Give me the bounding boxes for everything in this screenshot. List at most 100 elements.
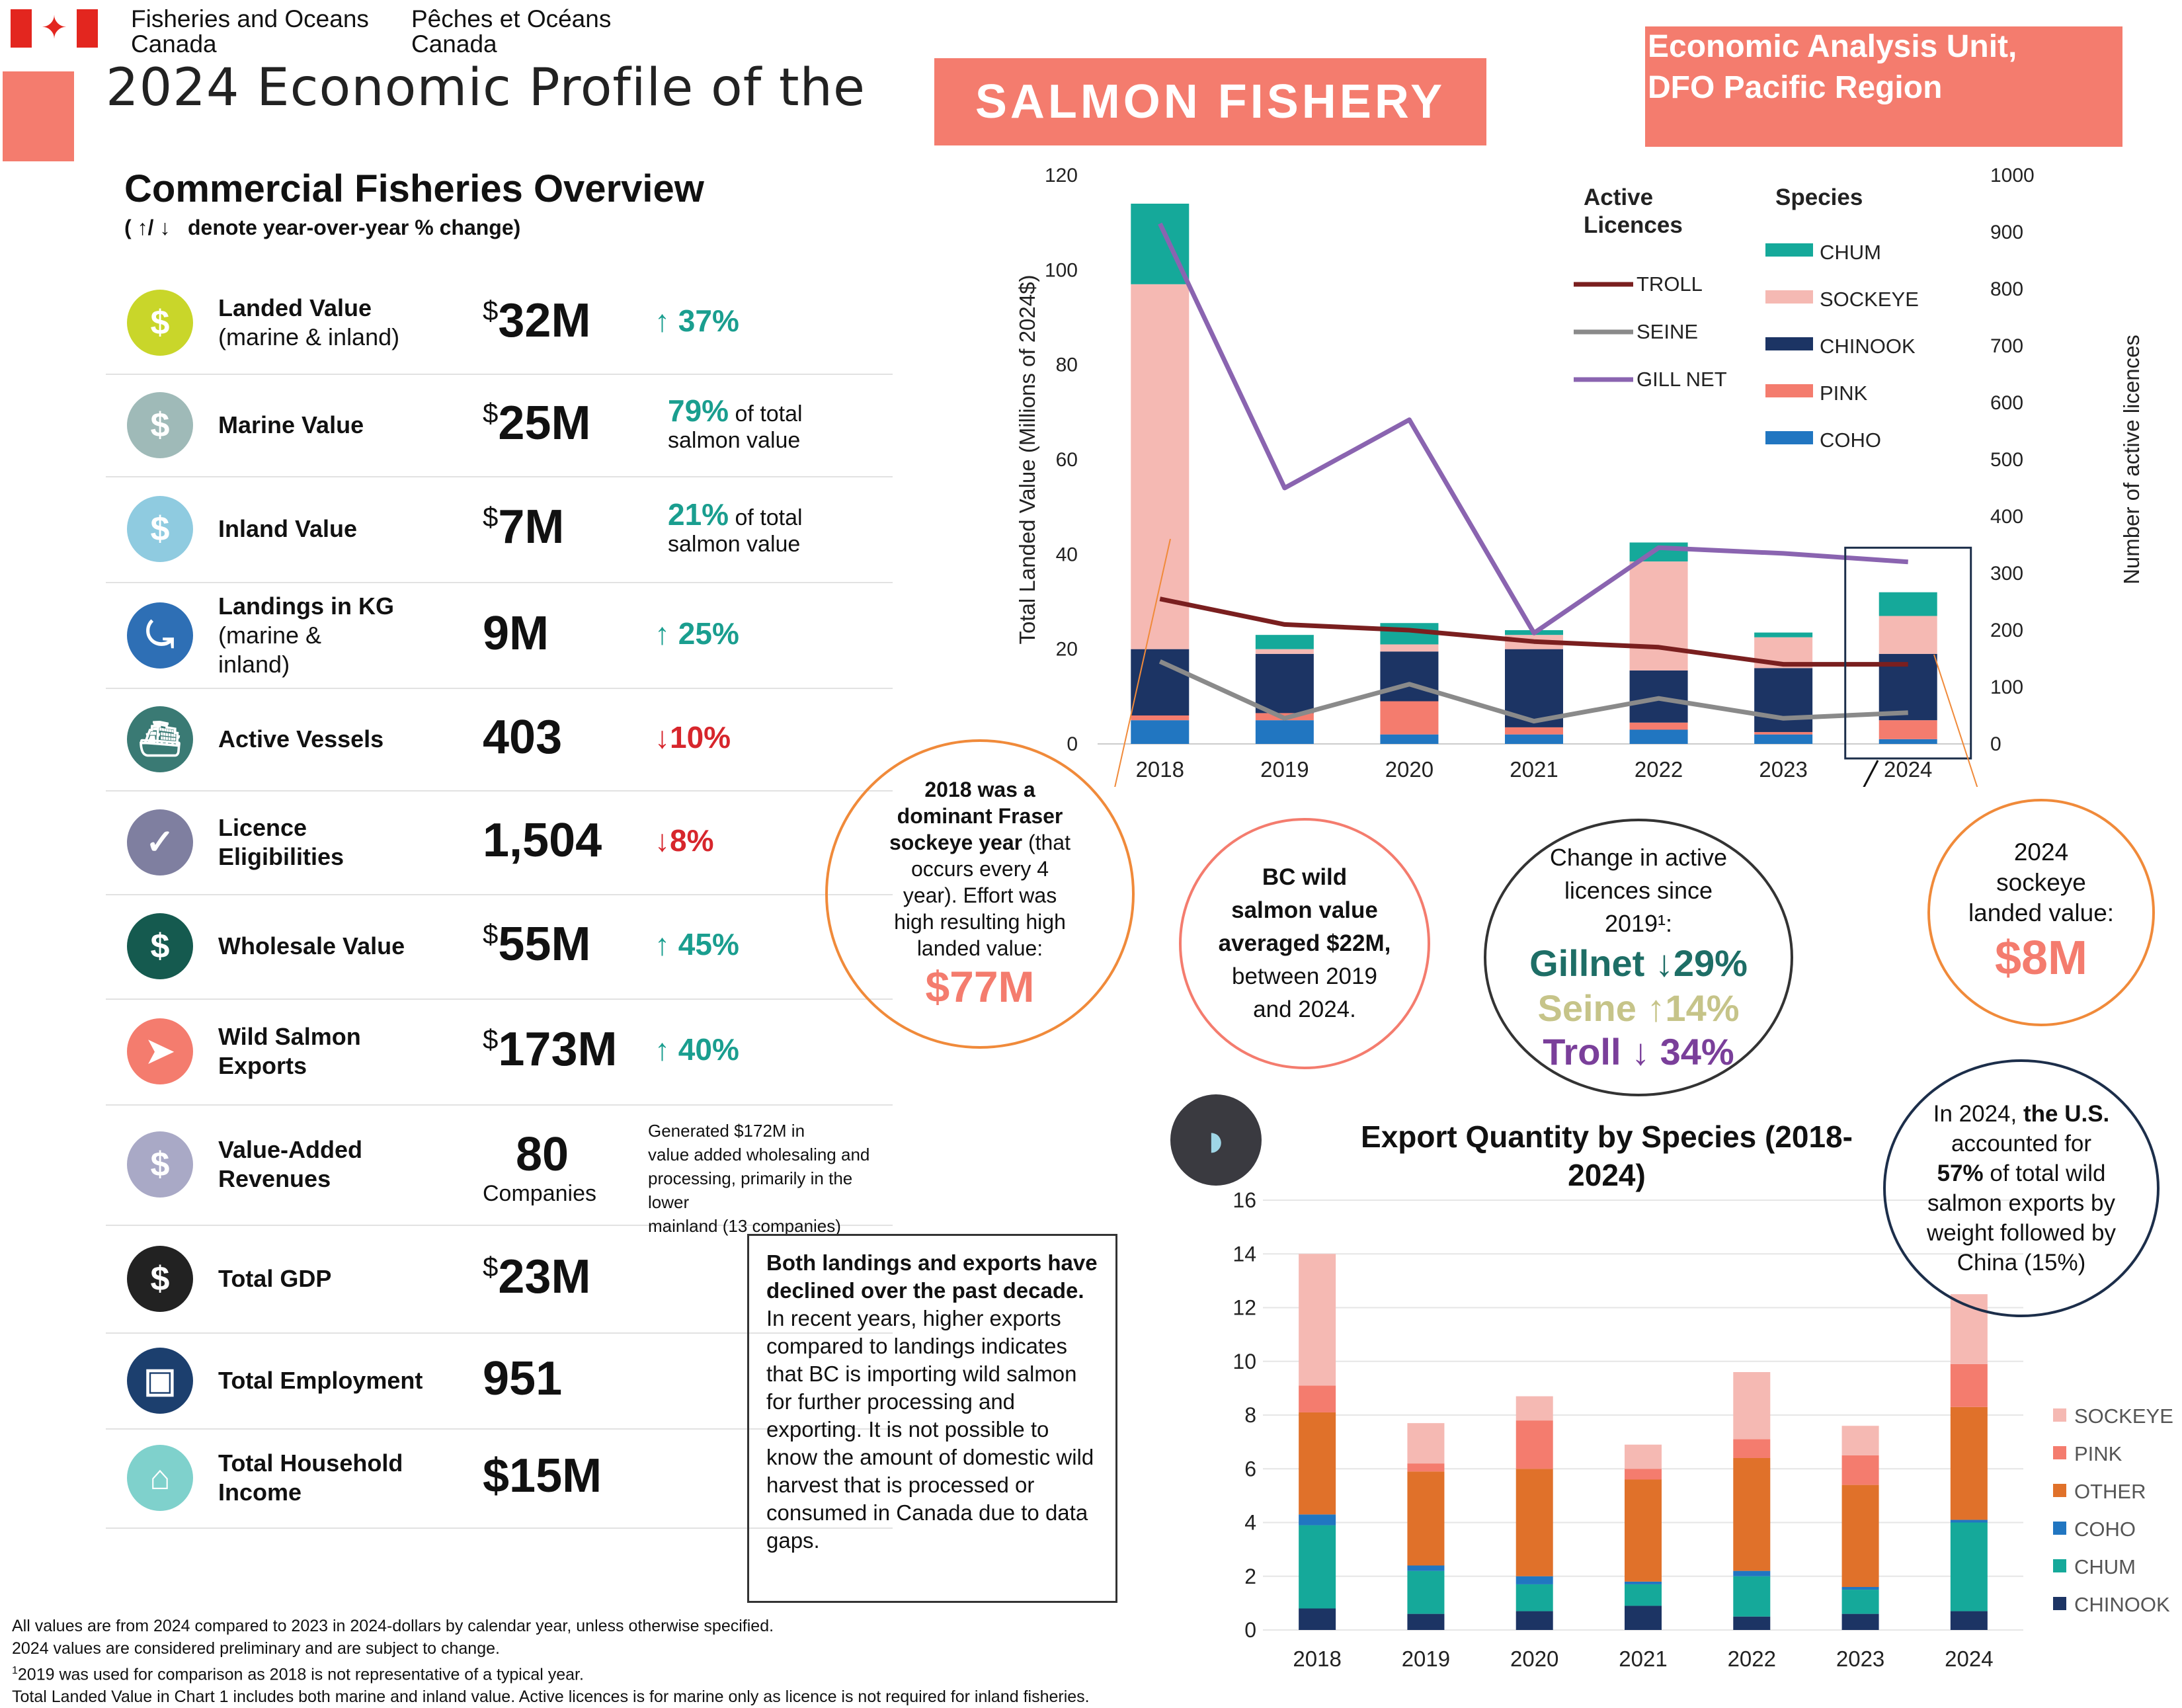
overview-row: $ Value-Added Revenues 80 Companies Gene… [106, 1104, 893, 1236]
bar-sockeye-2020 [1380, 644, 1439, 652]
bar-pink-2024 [1879, 720, 1937, 739]
x-tick-label: 2022 [1728, 1647, 1776, 1671]
bar-chum-2023 [1754, 632, 1813, 637]
legend-species-title: Species [1775, 184, 1863, 210]
bar-pink-2020 [1380, 701, 1439, 735]
y2-tick-label: 800 [1990, 278, 2023, 300]
bar-chinook-2020 [1515, 1611, 1553, 1630]
overview-value: $25M [483, 396, 591, 450]
bar-chum-2022 [1629, 542, 1688, 562]
x-tick-label: 2023 [1836, 1647, 1884, 1671]
bar-pink-2023 [1754, 732, 1813, 735]
bar-pink-2018 [1299, 1385, 1336, 1412]
decline-note-box: Both landings and exports have declined … [747, 1234, 1117, 1603]
bar-coho-2021 [1505, 734, 1563, 744]
legend-species-swatch [1765, 243, 1813, 257]
overview-change: ↓8% [655, 823, 714, 858]
overview-value: 1,504 [483, 813, 602, 867]
overview-label: Value-Added Revenues [218, 1136, 363, 1192]
overview-label: Active Vessels [218, 725, 384, 752]
y-tick-label: 80 [1056, 354, 1078, 376]
overview-row: $ Total GDP $23M [106, 1225, 893, 1334]
bar-sockeye-2024 [1879, 616, 1937, 654]
y2-tick-label: 300 [1990, 563, 2023, 585]
pointer-2024-sockeye [1933, 654, 1978, 787]
overview-row: ▣ Total Employment 951 [106, 1332, 893, 1430]
overview-label: Marine Value [218, 411, 364, 438]
bar-other-2019 [1407, 1471, 1445, 1566]
overview-value: $15M [483, 1449, 602, 1502]
y-axis-label: Total Landed Value (Millions of 2024$) [1015, 275, 1039, 645]
checkmark-icon: ✓ [127, 809, 193, 875]
y2-tick-label: 100 [1990, 676, 2023, 698]
y-tick-label: 40 [1056, 544, 1078, 565]
bar-coho-2022 [1629, 729, 1688, 744]
dept-name-en: Fisheries and Oceans Canada [131, 5, 369, 58]
bar-coho-2018 [1131, 720, 1190, 744]
export-chart-title: Export Quantity by Species (2018- 2024) [1361, 1119, 1853, 1192]
x-tick-label: 2024 [1884, 757, 1932, 782]
bar-chum-2024 [1879, 592, 1937, 616]
legend-swatch [2053, 1522, 2066, 1535]
bar-sockeye-2018 [1299, 1254, 1336, 1386]
callout-2018: 2018 was a dominant Fraser sockeye year … [825, 739, 1135, 1049]
y2-tick-label: 400 [1990, 506, 2023, 528]
y-tick-label: 16 [1232, 1188, 1256, 1212]
overview-heading: Commercial Fisheries Overview [124, 167, 704, 210]
y-tick-label: 0 [1244, 1618, 1256, 1642]
bar-chinook-2018 [1299, 1608, 1336, 1630]
overview-label: Inland Value [218, 515, 358, 542]
overview-row: ✓ Licence Eligibilities 1,504 ↓8% [106, 790, 893, 895]
bar-chum-2024 [1950, 1522, 1988, 1611]
callout-2018-value: $77M [925, 962, 1035, 1011]
bar-coho-2020 [1515, 1576, 1553, 1584]
overview-value: 80 Companies [483, 1128, 596, 1206]
line-troll [1159, 596, 1908, 667]
y-tick-label: 4 [1244, 1511, 1256, 1535]
y2-tick-label: 500 [1990, 449, 2023, 471]
line-seine [1158, 659, 1908, 724]
bar-chum-2023 [1841, 1590, 1879, 1614]
legend-swatch [2053, 1446, 2066, 1459]
bar-pink-2024 [1950, 1363, 1988, 1407]
legend-label: CHUM [2074, 1555, 2136, 1578]
overview-row: $ Inland Value $7M 21% of total salmon v… [106, 476, 893, 583]
bar-coho-2018 [1299, 1514, 1336, 1525]
overview-share: 79% of total salmon value [668, 393, 803, 453]
header-accent-block [3, 71, 74, 161]
bar-other-2024 [1950, 1406, 1988, 1520]
bar-coho-2023 [1754, 734, 1813, 744]
footnotes: All values are from 2024 compared to 202… [12, 1617, 1090, 1707]
fish-icon: ➤ [127, 1018, 193, 1084]
legend-species-label: PINK [1820, 382, 1868, 405]
overview-value: 9M [483, 607, 549, 660]
legend-label: CHINOOK [2074, 1593, 2170, 1616]
overview-label: Wholesale Value [218, 932, 405, 959]
overview-value: $23M [483, 1250, 591, 1303]
legend-swatch [2053, 1484, 2066, 1497]
legend-species-label: CHINOOK [1820, 335, 1916, 358]
x-tick-label: 2018 [1293, 1647, 1341, 1671]
legend-species-label: CHUM [1820, 241, 1881, 264]
y2-tick-label: 600 [1990, 392, 2023, 414]
title-box: SALMON FISHERY [934, 58, 1486, 145]
y-tick-label: 20 [1056, 639, 1078, 661]
legend-lines-title: Active [1584, 184, 1653, 210]
bar-coho-2019 [1407, 1565, 1445, 1571]
bar-chinook-2024 [1950, 1611, 1988, 1630]
legend-label: PINK [2074, 1442, 2122, 1465]
bar-coho-2022 [1733, 1570, 1771, 1576]
bar-chum-2019 [1255, 635, 1314, 649]
bar-chinook-2023 [1841, 1613, 1879, 1630]
flag-left-bar [11, 9, 32, 48]
overview-value: $7M [483, 501, 565, 553]
briefcase-icon: ▣ [127, 1347, 193, 1414]
x-tick-label: 2018 [1136, 757, 1184, 782]
overview-value: $55M [483, 918, 591, 971]
x-tick-label: 2019 [1260, 757, 1309, 782]
y2-tick-label: 700 [1990, 335, 2023, 357]
bar-sockeye-2023 [1841, 1426, 1879, 1455]
y-tick-label: 60 [1056, 449, 1078, 471]
legend-species-label: COHO [1820, 428, 1881, 452]
legend-swatch [2053, 1408, 2066, 1422]
